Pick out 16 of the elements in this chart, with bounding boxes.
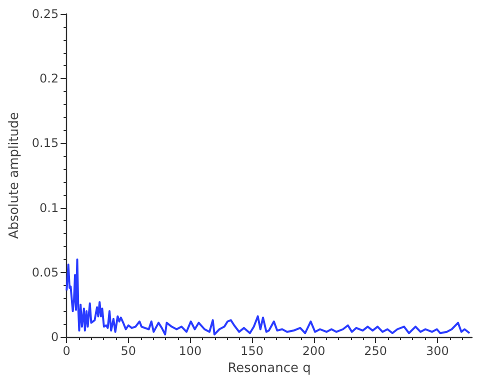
- x-axis-title: Resonance q: [228, 360, 311, 376]
- y-axis-title: Absolute amplitude: [7, 112, 22, 239]
- x-tick-label: 50: [120, 344, 136, 358]
- y-tick-label: 0: [50, 330, 59, 344]
- y-tick-label: 0.15: [32, 136, 59, 150]
- x-tick-label: 250: [364, 344, 388, 358]
- y-tick-label: 0.05: [32, 265, 59, 280]
- x-tick-label: 100: [178, 344, 202, 358]
- y-tick-label: 0.1: [40, 200, 59, 215]
- line-series: [66, 258, 471, 336]
- y-tick-label: 0.2: [40, 72, 59, 86]
- x-tick-label: 300: [426, 344, 449, 358]
- x-tick-label: 150: [240, 344, 264, 358]
- y-tick-label: 0.25: [32, 7, 59, 21]
- x-tick-label: 0: [62, 344, 70, 358]
- x-tick-label: 200: [302, 344, 326, 358]
